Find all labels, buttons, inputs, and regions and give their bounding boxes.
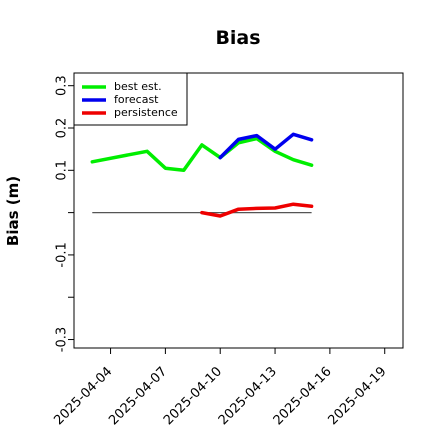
x-tick-label: 2025-04-19 (326, 364, 390, 428)
y-axis-label: Bias (m) (4, 176, 22, 246)
chart-title: Bias (215, 27, 260, 49)
series-line-forecast (218, 132, 314, 160)
plot-area: 0.30.20.1-0.1-0.32025-04-042025-04-07202… (51, 72, 404, 428)
series-line-best-est (90, 136, 314, 173)
y-tick-label: 0.1 (55, 160, 70, 181)
series-line-persistence (200, 202, 314, 218)
plot-frame (73, 72, 404, 349)
legend-label: best est. (114, 80, 162, 93)
x-tick-label: 2025-04-16 (271, 364, 335, 428)
x-tick-label: 2025-04-07 (106, 364, 170, 428)
legend-label: forecast (114, 93, 159, 106)
y-tick-label: -0.1 (55, 242, 70, 267)
y-tick-label: 0.2 (55, 118, 70, 139)
y-tick-label: 0.3 (55, 75, 70, 96)
y-tick-label: -0.3 (55, 327, 70, 352)
legend-label: persistence (114, 106, 178, 119)
